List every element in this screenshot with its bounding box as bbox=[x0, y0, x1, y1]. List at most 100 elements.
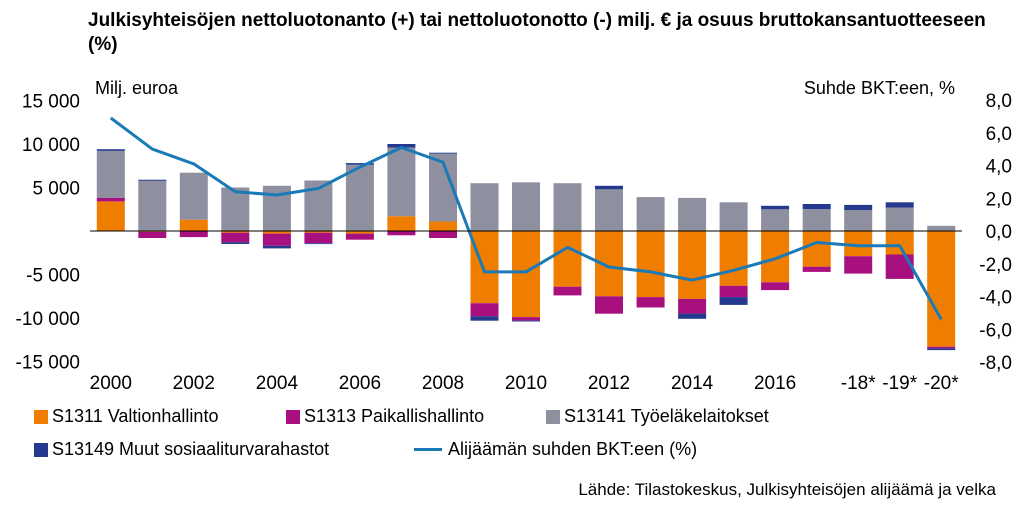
ytick-right-label: -4,0 bbox=[979, 288, 1012, 309]
ytick-right-label: 4,0 bbox=[986, 157, 1012, 178]
ylabel-left: Milj. euroa bbox=[95, 78, 179, 98]
bar-muut-2004 bbox=[262, 245, 291, 249]
ytick-left-label: 15 000 bbox=[22, 92, 80, 113]
ytick-left-label: -15 000 bbox=[16, 353, 80, 374]
legend-item-valtionhallinto: S1311 Valtionhallinto bbox=[34, 406, 218, 427]
legend-item-muut: S13149 Muut sosiaaliturvarahastot bbox=[34, 439, 329, 460]
bar-tyoelake-2017 bbox=[802, 209, 831, 232]
legend-swatch-valtionhallinto bbox=[34, 409, 48, 424]
bar-valtionhallinto-2002 bbox=[179, 219, 208, 231]
legend-item-line: Alijäämän suhden BKT:een (%) bbox=[414, 439, 697, 460]
bar-muut-2017 bbox=[802, 204, 831, 210]
bar-valtionhallinto-2013 bbox=[636, 231, 665, 298]
xtick-label: 2016 bbox=[754, 373, 796, 394]
bar-paikallishallinto-2006 bbox=[345, 233, 374, 240]
ytick-right-label: 0,0 bbox=[986, 222, 1012, 243]
bar-paikallishallinto-2016 bbox=[761, 282, 790, 291]
bar-paikallishallinto-2012 bbox=[595, 296, 623, 314]
bar-paikallishallinto-2002 bbox=[179, 231, 208, 238]
bar-muut-2006 bbox=[345, 163, 374, 165]
bar-muut-2012 bbox=[595, 185, 623, 190]
bar-paikallishallinto-2015 bbox=[719, 285, 748, 298]
ytick-right-label: -6,0 bbox=[979, 320, 1012, 341]
legend-label-paikallishallinto: S1313 Paikallishallinto bbox=[304, 406, 485, 426]
bar-paikallishallinto-2013 bbox=[636, 297, 665, 308]
bar-paikallishallinto--19* bbox=[885, 254, 914, 279]
legend-label-valtionhallinto: S1311 Valtionhallinto bbox=[52, 406, 219, 426]
bar-tyoelake-2011 bbox=[553, 183, 582, 231]
bar-valtionhallinto-2005 bbox=[304, 231, 333, 233]
xtick-label: 2002 bbox=[173, 373, 215, 394]
bar-tyoelake-2006 bbox=[345, 164, 374, 231]
bar-tyoelake-2001 bbox=[138, 180, 167, 231]
bar-paikallishallinto-2007 bbox=[387, 231, 416, 236]
source-note: Lähde: Tilastokeskus, Julkisyhteisöjen a… bbox=[578, 480, 996, 499]
bar-muut-2009 bbox=[470, 316, 499, 321]
bar-valtionhallinto-2010 bbox=[512, 231, 540, 318]
bar-paikallishallinto-2010 bbox=[512, 317, 540, 321]
bar-muut-2010 bbox=[512, 320, 540, 322]
bar-paikallishallinto-2004 bbox=[262, 233, 291, 246]
bar-paikallishallinto-2003 bbox=[221, 232, 250, 243]
xtick-label: -19* bbox=[882, 373, 917, 394]
bar-tyoelake-2016 bbox=[761, 209, 790, 232]
bar-valtionhallinto-2015 bbox=[719, 231, 748, 286]
bar-tyoelake-2009 bbox=[470, 183, 499, 231]
bar-tyoelake-2002 bbox=[179, 172, 208, 220]
ytick-left-label: 10 000 bbox=[22, 135, 80, 156]
xtick-label: -18* bbox=[841, 373, 876, 394]
xtick-label: 2006 bbox=[339, 373, 381, 394]
ytick-right-label: 6,0 bbox=[986, 124, 1012, 145]
bar-tyoelake-2000 bbox=[96, 151, 125, 198]
bar-paikallishallinto--18* bbox=[844, 256, 873, 274]
bar-muut-2015 bbox=[719, 297, 748, 305]
bar-paikallishallinto-2008 bbox=[429, 231, 457, 238]
legend-swatch-paikallishallinto bbox=[286, 409, 300, 424]
bar-valtionhallinto-2007 bbox=[387, 216, 416, 231]
bar-tyoelake-2012 bbox=[595, 189, 623, 231]
bar-muut-2008 bbox=[429, 152, 457, 154]
xtick-label: -20* bbox=[924, 373, 959, 394]
legend-label-muut: S13149 Muut sosiaaliturvarahastot bbox=[52, 439, 330, 459]
ytick-left-label: -10 000 bbox=[16, 309, 80, 330]
ytick-right-label: -8,0 bbox=[979, 353, 1012, 374]
xtick-label: 2014 bbox=[671, 373, 714, 394]
legend-item-tyoelake: S13141 Työeläkelaitokset bbox=[546, 406, 769, 427]
bar-tyoelake--19* bbox=[885, 207, 914, 231]
legend-item-paikallishallinto: S1313 Paikallishallinto bbox=[286, 406, 484, 427]
bar-valtionhallinto-2000 bbox=[96, 201, 125, 231]
legend-label-line: Alijäämän suhden BKT:een (%) bbox=[448, 439, 698, 459]
bar-muut-2005 bbox=[304, 243, 333, 245]
bar-paikallishallinto-2011 bbox=[553, 286, 582, 296]
line-alijaama bbox=[109, 116, 943, 321]
xtick-label: 2012 bbox=[588, 373, 630, 394]
bar-muut--18* bbox=[844, 204, 873, 211]
bar-valtionhallinto--20* bbox=[927, 231, 956, 347]
legend-swatch-line bbox=[414, 448, 442, 451]
bar-muut-2003 bbox=[221, 242, 250, 244]
bar-tyoelake-2014 bbox=[678, 197, 707, 231]
bar-paikallishallinto-2005 bbox=[304, 232, 333, 244]
bar-valtionhallinto-2004 bbox=[262, 231, 291, 234]
bar-paikallishallinto-2001 bbox=[138, 231, 167, 238]
bar-tyoelake-2003 bbox=[221, 187, 250, 231]
bar-valtionhallinto-2016 bbox=[761, 231, 790, 283]
bar-valtionhallinto-2011 bbox=[553, 231, 582, 287]
bar-valtionhallinto--19* bbox=[885, 231, 914, 255]
bar-valtionhallinto-2017 bbox=[802, 231, 831, 267]
ytick-right-label: 8,0 bbox=[986, 91, 1012, 112]
bar-muut-2007 bbox=[387, 144, 416, 148]
xtick-label: 2004 bbox=[256, 373, 299, 394]
xtick-label: 2008 bbox=[422, 373, 464, 394]
bar-paikallishallinto-2000 bbox=[96, 197, 125, 202]
legend-swatch-muut bbox=[34, 442, 48, 457]
ytick-right-label: 2,0 bbox=[986, 189, 1012, 210]
xtick-label: 2000 bbox=[90, 373, 132, 394]
bar-valtionhallinto-2006 bbox=[345, 231, 374, 234]
ytick-left-label: 5 000 bbox=[32, 179, 80, 200]
ytick-left-label: -5 000 bbox=[26, 266, 80, 287]
legend-swatch-tyoelake bbox=[546, 409, 560, 424]
bar-muut-2016 bbox=[761, 205, 790, 210]
ytick-right-label: -2,0 bbox=[979, 255, 1012, 276]
legend-label-tyoelake: S13141 Työeläkelaitokset bbox=[564, 406, 769, 426]
